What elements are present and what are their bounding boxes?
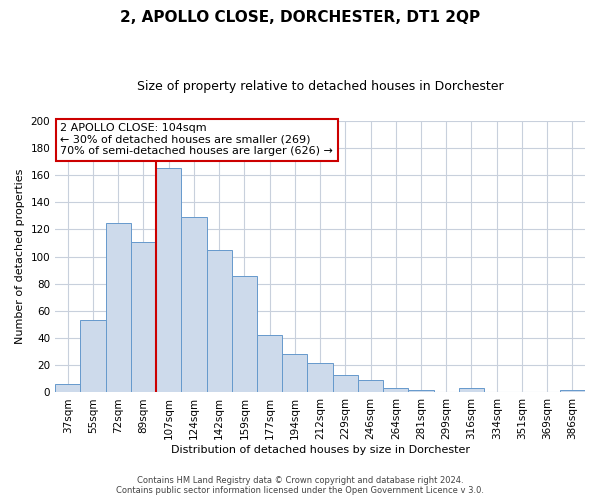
Bar xyxy=(560,390,585,392)
Bar xyxy=(55,384,80,392)
Bar xyxy=(282,354,307,393)
Bar xyxy=(156,168,181,392)
Text: Contains HM Land Registry data © Crown copyright and database right 2024.
Contai: Contains HM Land Registry data © Crown c… xyxy=(116,476,484,495)
Bar xyxy=(181,217,206,392)
Text: 2 APOLLO CLOSE: 104sqm
← 30% of detached houses are smaller (269)
70% of semi-de: 2 APOLLO CLOSE: 104sqm ← 30% of detached… xyxy=(61,124,334,156)
X-axis label: Distribution of detached houses by size in Dorchester: Distribution of detached houses by size … xyxy=(170,445,470,455)
Bar xyxy=(206,250,232,392)
Bar xyxy=(307,362,332,392)
Bar xyxy=(383,388,409,392)
Bar xyxy=(332,375,358,392)
Title: Size of property relative to detached houses in Dorchester: Size of property relative to detached ho… xyxy=(137,80,503,93)
Bar xyxy=(409,390,434,392)
Bar xyxy=(232,276,257,392)
Bar xyxy=(358,380,383,392)
Bar xyxy=(257,336,282,392)
Bar xyxy=(80,320,106,392)
Text: 2, APOLLO CLOSE, DORCHESTER, DT1 2QP: 2, APOLLO CLOSE, DORCHESTER, DT1 2QP xyxy=(120,10,480,25)
Bar xyxy=(459,388,484,392)
Y-axis label: Number of detached properties: Number of detached properties xyxy=(15,169,25,344)
Bar xyxy=(106,222,131,392)
Bar xyxy=(131,242,156,392)
